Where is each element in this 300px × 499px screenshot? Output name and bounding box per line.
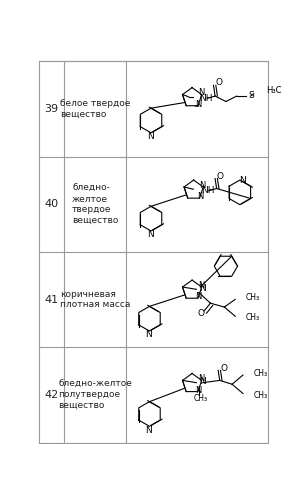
Text: NH: NH — [200, 94, 213, 103]
Text: NH: NH — [201, 186, 214, 195]
Text: коричневая
плотная масса: коричневая плотная масса — [60, 290, 130, 309]
Text: 40: 40 — [45, 200, 59, 210]
Text: белое твердое
вещество: белое твердое вещество — [60, 99, 130, 119]
Text: =: = — [193, 103, 199, 109]
Text: N: N — [196, 386, 202, 395]
Text: N: N — [199, 181, 206, 190]
Text: N: N — [145, 426, 152, 435]
Text: H₃C: H₃C — [266, 86, 282, 95]
Text: CH₃: CH₃ — [254, 391, 268, 400]
Text: N: N — [147, 231, 154, 240]
Text: N: N — [196, 100, 202, 109]
Text: 39: 39 — [45, 104, 59, 114]
Text: O: O — [220, 364, 227, 373]
Text: N: N — [197, 192, 203, 201]
Text: бледно-желтое
полутвердое
вещество: бледно-желтое полутвердое вещество — [58, 380, 132, 410]
Text: N: N — [198, 281, 204, 290]
Text: S: S — [248, 91, 254, 100]
Text: N: N — [147, 132, 154, 141]
Text: CH₃: CH₃ — [246, 293, 260, 302]
Text: бледно-
желтое
твердое
вещество: бледно- желтое твердое вещество — [72, 184, 118, 225]
Text: N: N — [199, 284, 206, 293]
Text: O: O — [198, 309, 205, 318]
Text: N: N — [199, 377, 206, 386]
Text: 42: 42 — [44, 390, 59, 400]
Text: O: O — [217, 173, 224, 182]
Text: CH₃: CH₃ — [246, 313, 260, 322]
Text: N: N — [240, 176, 246, 185]
Text: 41: 41 — [45, 294, 59, 304]
Text: N: N — [198, 374, 204, 383]
Text: CH₃: CH₃ — [194, 394, 208, 403]
Text: CH₃: CH₃ — [254, 369, 268, 378]
Text: N: N — [145, 330, 152, 339]
Text: N: N — [198, 88, 204, 97]
Text: O: O — [215, 78, 222, 87]
Text: N: N — [196, 292, 202, 301]
